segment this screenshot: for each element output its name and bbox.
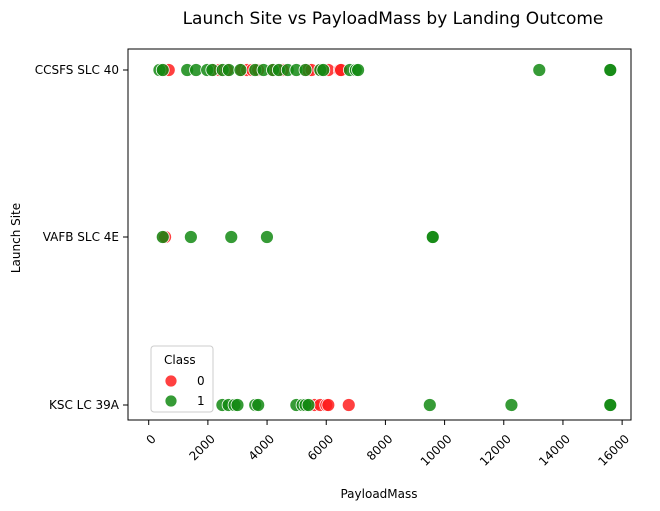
data-point-class-1 — [301, 398, 316, 412]
data-point-class-1 — [422, 398, 437, 412]
data-point-class-1 — [260, 230, 274, 244]
data-point-class-1 — [316, 63, 331, 77]
x-tick-label: 8000 — [364, 432, 395, 463]
legend-title: Class — [164, 353, 196, 367]
data-point-class-1 — [230, 398, 245, 412]
data-point-class-1 — [224, 230, 239, 244]
x-tick-label: 6000 — [305, 432, 336, 463]
data-point-class-0 — [321, 398, 336, 412]
data-point-class-1 — [221, 63, 236, 77]
data-point-class-1 — [603, 63, 618, 77]
x-tick-label: 2000 — [186, 432, 217, 463]
legend: Class 0 1 — [150, 345, 214, 413]
x-tick-label: 0 — [143, 432, 158, 447]
legend-marker-class-1 — [164, 394, 178, 408]
data-point-class-1 — [298, 63, 313, 77]
points-layer — [152, 63, 618, 412]
y-tick-label: VAFB SLC 4E — [43, 230, 119, 244]
legend-label-class-1: 1 — [197, 394, 205, 408]
data-point-class-1 — [603, 398, 618, 412]
x-tick-label: 4000 — [246, 432, 277, 463]
x-tick-label: 12000 — [477, 432, 514, 469]
data-point-class-1 — [183, 230, 198, 244]
x-tick-label: 10000 — [418, 432, 455, 469]
data-point-class-1 — [155, 230, 170, 244]
chart-title: Launch Site vs PayloadMass by Landing Ou… — [183, 9, 604, 29]
data-point-class-0 — [341, 398, 356, 412]
y-axis-label: Launch Site — [9, 203, 23, 273]
x-tick-label: 14000 — [536, 432, 573, 469]
y-axis: CCSFS SLC 40 VAFB SLC 4E KSC LC 39A — [35, 63, 128, 412]
y-tick-label: CCSFS SLC 40 — [35, 63, 119, 77]
legend-label-class-0: 0 — [197, 374, 205, 388]
y-tick-label: KSC LC 39A — [49, 398, 120, 412]
data-point-class-1 — [155, 63, 170, 77]
data-point-class-1 — [532, 63, 547, 77]
legend-marker-class-0 — [164, 374, 178, 388]
plot-area-frame — [127, 48, 632, 421]
data-point-class-1 — [351, 63, 365, 77]
legend-frame — [150, 345, 214, 413]
data-point-class-1 — [251, 398, 266, 412]
data-point-class-1 — [425, 230, 440, 244]
x-axis: 0 2000 4000 6000 8000 10000 12000 14000 16000 — [143, 420, 632, 469]
data-point-class-1 — [233, 63, 248, 77]
x-tick-label: 16000 — [595, 432, 632, 469]
data-point-class-1 — [504, 398, 519, 412]
x-axis-label: PayloadMass — [340, 487, 417, 501]
